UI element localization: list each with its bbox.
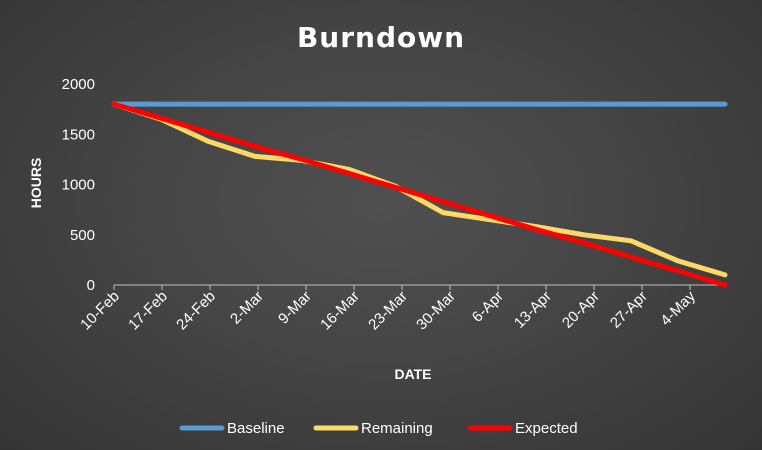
x-tick-label: 13-Apr — [511, 288, 555, 332]
x-tick-label: 20-Apr — [559, 288, 603, 332]
x-tick-label: 23-Mar — [365, 288, 411, 334]
x-tick-label: 30-Mar — [413, 288, 459, 334]
y-tick-label: 2000 — [62, 76, 95, 93]
y-axis-label: HOURS — [28, 158, 44, 209]
x-tick-label: 4-May — [657, 287, 699, 329]
x-tick-label: 16-Mar — [317, 288, 363, 334]
x-axis-label: DATE — [394, 366, 431, 382]
y-tick-label: 0 — [87, 277, 95, 294]
x-tick-label: 27-Apr — [607, 288, 651, 332]
legend-label-expected: Expected — [515, 420, 578, 437]
y-tick-label: 500 — [70, 227, 95, 244]
y-tick-label: 1500 — [62, 126, 95, 143]
series-line-expected — [111, 101, 728, 288]
y-tick-label: 1000 — [62, 177, 95, 194]
x-tick-label: 2-Mar — [227, 288, 267, 328]
legend-label-baseline: Baseline — [227, 420, 285, 437]
series-lines — [111, 101, 728, 288]
x-tick-label: 9-Mar — [275, 288, 315, 328]
x-tick-label: 10-Feb — [77, 288, 123, 334]
x-tick-label: 6-Apr — [469, 288, 507, 326]
x-tick-label: 24-Feb — [173, 288, 219, 334]
chart-title: Burndown — [297, 21, 465, 54]
legend-label-remaining: Remaining — [361, 420, 433, 437]
y-axis-ticks: 0 500 1000 1500 2000 — [62, 76, 95, 294]
x-tick-label: 17-Feb — [125, 288, 171, 334]
chart-legend: Baseline Remaining Expected — [179, 420, 578, 437]
x-axis-ticks: 10-Feb 17-Feb 24-Feb 2-Mar 9-Mar 16-Mar 23-Mar… — [77, 285, 699, 333]
series-line-remaining — [111, 101, 728, 278]
